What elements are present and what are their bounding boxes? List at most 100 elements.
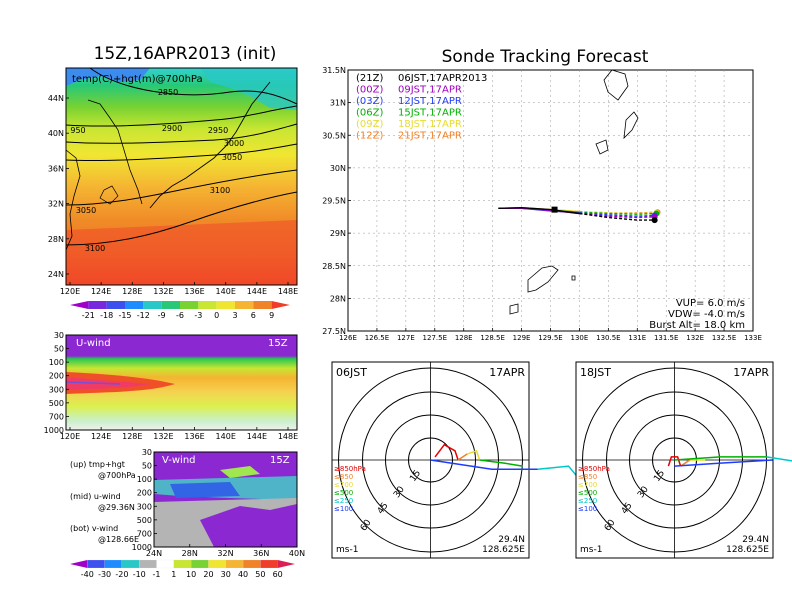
x-tick-label: 130E [571, 334, 589, 342]
x-tick-label: 28N [182, 549, 198, 558]
contour-label: 3000 [224, 139, 244, 148]
y-tick-label: 50 [54, 345, 64, 354]
hodograph-units: ms-1 [336, 545, 358, 555]
colorbar-label: 3 [232, 311, 237, 320]
x-tick-label: 132.5E [712, 334, 736, 342]
colorbar-swatch [107, 301, 125, 309]
legend-code: (03Z) [356, 96, 383, 107]
hodograph-lat: 29.4N [742, 535, 769, 545]
colorbar-label: -40 [81, 570, 94, 579]
y-tick-label: 44N [48, 94, 64, 103]
x-tick-label: 128E [122, 287, 142, 296]
x-tick-label: 40N [289, 549, 305, 558]
colorbar-label: 30 [221, 570, 231, 579]
legend-time: 18JST,17APR [398, 119, 462, 130]
colorbar-swatch [217, 301, 235, 309]
colorbar-swatch [243, 560, 260, 568]
colorbar-label: 40 [238, 570, 248, 579]
note-mid: (mid) u-wind [70, 492, 121, 501]
v-wind-label: V-wind [162, 455, 196, 466]
colorbar-swatch [70, 560, 87, 568]
y-tick-label: 29N [330, 229, 346, 238]
pressure-level-label: ≤700 [578, 481, 597, 489]
x-tick-label: 124E [91, 287, 111, 296]
x-tick-label: 132E [153, 432, 173, 441]
colorbar-swatch [235, 301, 253, 309]
hodograph-lat: 29.4N [498, 535, 525, 545]
y-tick-label: 30N [330, 164, 346, 173]
v-wind-time: 15Z [270, 455, 290, 466]
sonde-param: Burst Alt= 18.0 km [649, 320, 745, 331]
legend-code: (21Z) [356, 73, 383, 84]
y-tick-label: 30 [54, 331, 64, 340]
x-tick-label: 124E [91, 432, 111, 441]
colorbar-label: -9 [158, 311, 166, 320]
colorbar-label: 60 [273, 570, 283, 579]
colorbar-swatch [157, 560, 174, 568]
legend-time: 12JST,17APR [398, 96, 462, 107]
contour-label: 3050 [222, 153, 242, 162]
x-tick-label: 136E [184, 432, 204, 441]
colorbar-swatch [122, 560, 139, 568]
hodograph-date: 17APR [733, 366, 769, 379]
colorbar-swatch [272, 301, 290, 309]
x-tick-label: 136E [184, 287, 204, 296]
sonde-param: VUP= 6.0 m/s [676, 298, 745, 309]
y-tick-label: 700 [49, 412, 64, 421]
contour-label: 2900 [162, 124, 182, 133]
legend-time: 06JST,17APR2013 [398, 73, 487, 84]
x-tick-label: 133E [744, 334, 762, 342]
y-tick-label: 28N [330, 294, 346, 303]
x-tick-label: 128E [122, 432, 142, 441]
x-tick-label: 144E [247, 287, 267, 296]
hodograph-time: 06JST [336, 366, 367, 379]
contour-label: 3100 [85, 244, 105, 253]
y-tick-label: 40N [48, 129, 64, 138]
legend-code: (00Z) [356, 85, 383, 96]
pressure-level-label: ≥850hPa [578, 465, 610, 473]
legend-code: (06Z) [356, 108, 383, 119]
y-tick-label: 30 [142, 448, 152, 457]
x-tick-label: 148E [278, 432, 298, 441]
y-tick-label: 100 [49, 358, 64, 367]
y-tick-label: 31.5N [322, 66, 346, 75]
colorbar-label: 50 [255, 570, 265, 579]
x-tick-label: 129E [513, 334, 531, 342]
note-up-sub: @700hPa [98, 471, 136, 480]
x-tick-label: 140E [216, 432, 236, 441]
colorbar-swatch [87, 560, 104, 568]
note-mid-sub: @29.36N [98, 503, 135, 512]
hodograph-lon: 128.625E [482, 545, 525, 555]
track-map: (21Z)06JST,17APR2013(00Z)09JST,17APR(03Z… [322, 66, 762, 342]
hodograph-units: ms-1 [580, 545, 602, 555]
y-tick-label: 300 [49, 385, 64, 394]
x-tick-label: 120E [60, 287, 80, 296]
x-tick-label: 129.5E [538, 334, 562, 342]
left-title: 15Z,16APR2013 (init) [94, 44, 277, 64]
colorbar-label: -30 [98, 570, 111, 579]
y-tick-label: 29.5N [322, 197, 346, 206]
note-bot: (bot) v-wind [70, 524, 118, 533]
colorbar-label: -15 [118, 311, 131, 320]
x-tick-label: 131.5E [654, 334, 678, 342]
colorbar-swatch [143, 301, 161, 309]
u-wind-label: U-wind [76, 338, 111, 349]
pressure-level-label: ≤850 [334, 473, 353, 481]
colorbar-label: -1 [153, 570, 161, 579]
colorbar-label: 10 [186, 570, 196, 579]
y-tick-label: 36N [48, 164, 64, 173]
contour-label: 950 [70, 126, 85, 135]
contour-label: 3050 [76, 206, 96, 215]
pressure-level-label: ≤500 [334, 489, 353, 497]
colorbar-swatch [253, 301, 271, 309]
y-tick-label: 28.5N [322, 262, 346, 271]
launch-marker [552, 207, 558, 213]
colorbar-swatch [180, 301, 198, 309]
colorbar-swatch [125, 301, 143, 309]
contour-label: 2950 [208, 126, 228, 135]
temp-height-map: 2850 2900 2950 3000 3050 3100 3050 3100 … [48, 68, 298, 296]
x-tick-label: 127E [397, 334, 415, 342]
